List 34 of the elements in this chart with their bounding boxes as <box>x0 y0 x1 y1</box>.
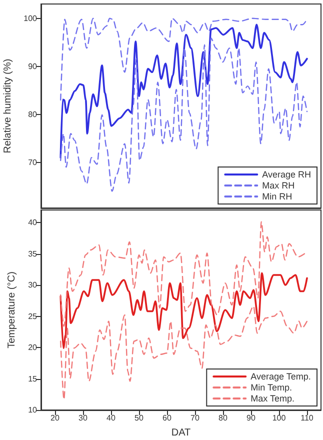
legend-label: Average RH <box>262 170 311 180</box>
x-tick-label: 20 <box>50 414 60 422</box>
x-tick-label: 30 <box>78 414 88 422</box>
line-series <box>60 221 308 327</box>
y-axis-title: Temperature (°C) <box>6 272 18 348</box>
legend-label: Average Temp. <box>250 372 311 382</box>
y-tick-label: 40 <box>28 218 38 227</box>
y-tick-label: 15 <box>28 374 38 384</box>
x-tick-label: 110 <box>300 414 314 422</box>
x-tick-label: 90 <box>246 414 256 422</box>
y-tick-label: 10 <box>28 406 38 414</box>
legend-label: Max Temp. <box>250 394 294 404</box>
y-tick-label: 70 <box>28 158 38 167</box>
y-tick-label: 90 <box>28 62 38 71</box>
x-tick-label: 100 <box>272 414 286 422</box>
y-tick-label: 25 <box>28 312 38 321</box>
line-series <box>60 24 308 158</box>
line-series <box>60 18 308 101</box>
y-tick-label: 35 <box>28 249 38 258</box>
line-series <box>60 272 308 350</box>
y-axis-title: Relative humidity (%) <box>2 58 14 154</box>
x-tick-label: 70 <box>190 414 200 422</box>
legend-label: Max RH <box>262 180 295 190</box>
y-tick-label: 20 <box>28 343 38 352</box>
y-tick-label: 80 <box>28 110 38 119</box>
x-tick-label: 40 <box>106 414 116 422</box>
x-axis-title: DAT <box>171 428 191 438</box>
y-tick-label: 100 <box>24 14 38 23</box>
legend-label: Min RH <box>262 192 292 202</box>
y-tick-label: 30 <box>28 280 38 290</box>
x-tick-label: 50 <box>134 414 144 422</box>
legend-label: Min Temp. <box>250 382 292 392</box>
x-tick-label: 60 <box>162 414 172 422</box>
x-tick-label: 80 <box>218 414 228 422</box>
